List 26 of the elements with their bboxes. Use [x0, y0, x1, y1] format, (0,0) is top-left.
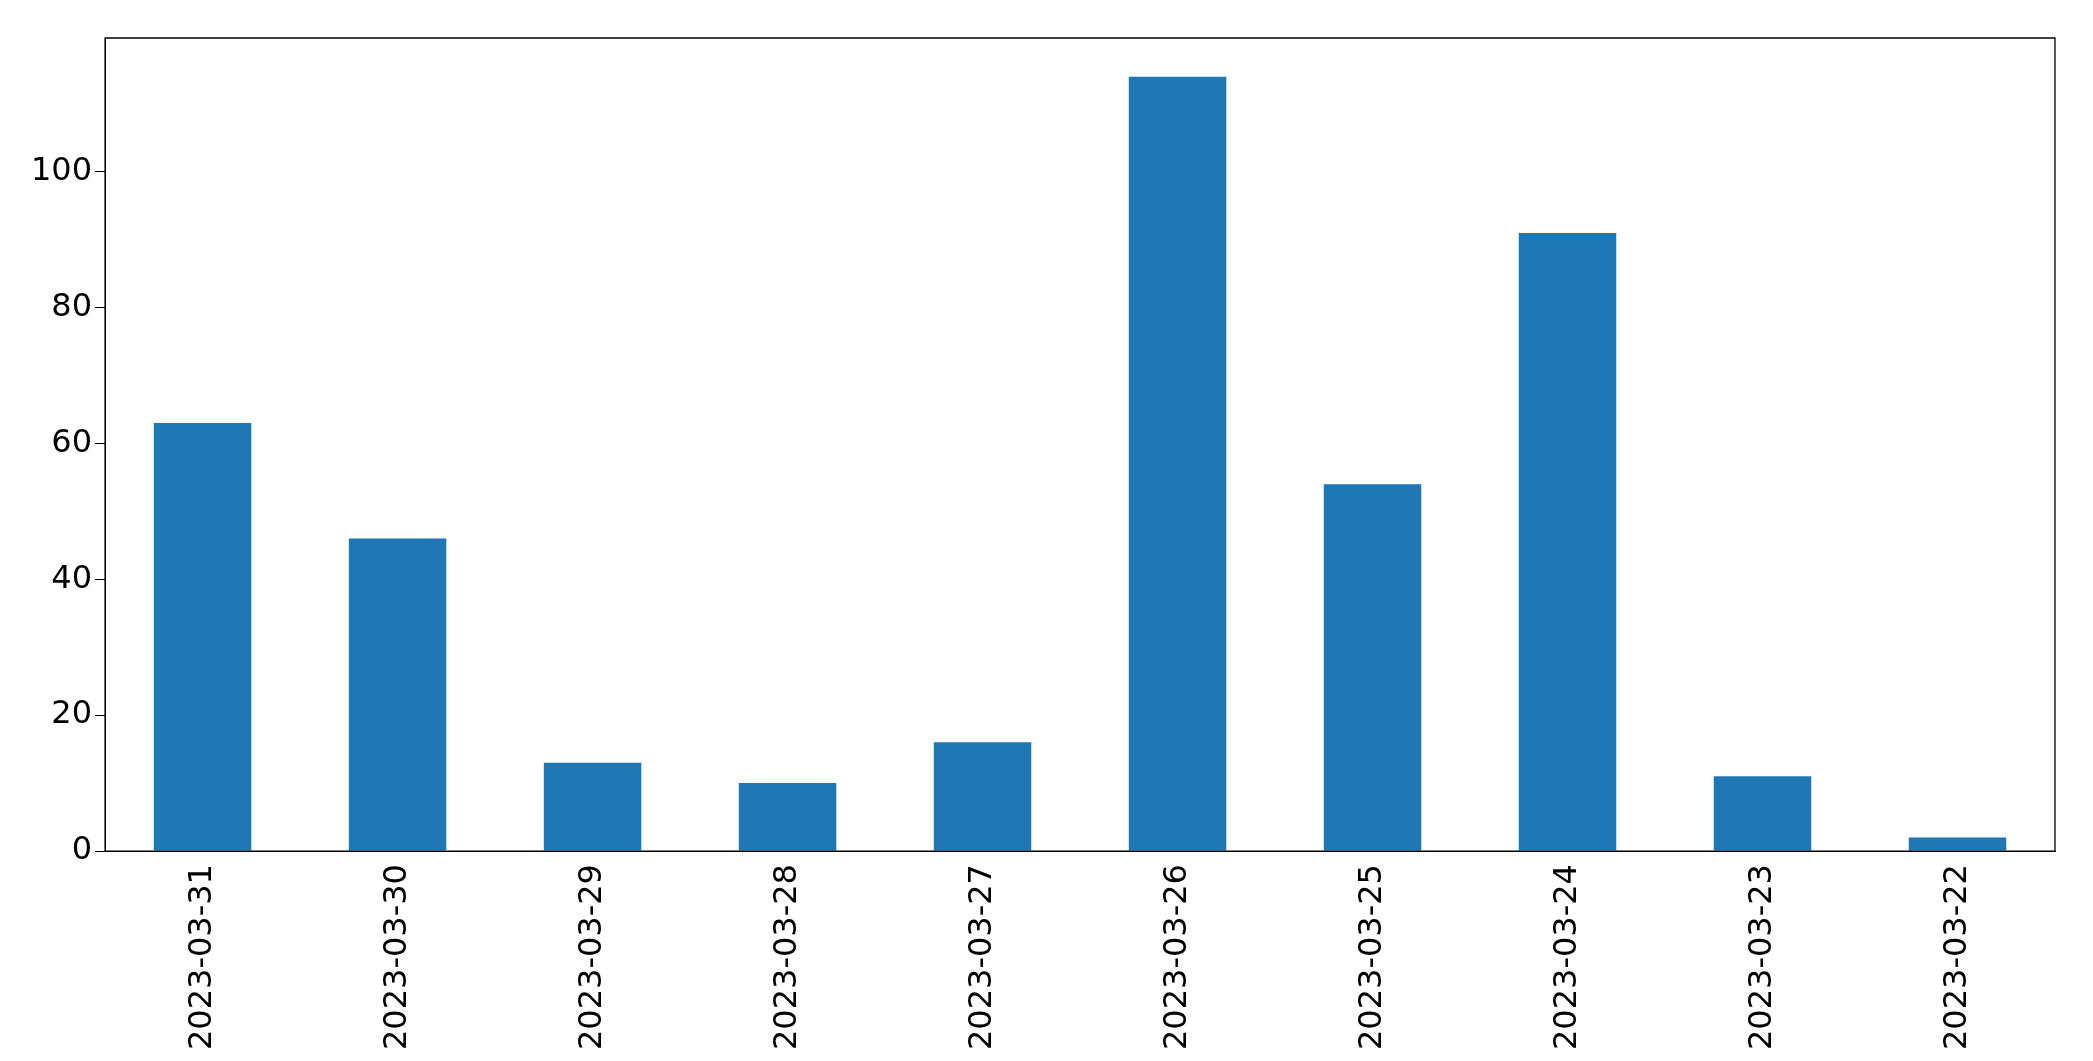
x-tick-label: 2023-03-30 [375, 864, 414, 1050]
y-tick-label: 40 [51, 557, 93, 596]
bar [348, 538, 447, 851]
y-tick-label: 0 [71, 829, 93, 868]
bar [153, 423, 252, 851]
bar [543, 762, 642, 851]
x-tick-label: 2023-03-25 [1350, 864, 1389, 1050]
x-tick-label: 2023-03-27 [960, 864, 999, 1050]
bar [1323, 484, 1422, 851]
y-tick-label: 80 [51, 285, 93, 324]
x-tick-label: 2023-03-23 [1740, 864, 1779, 1050]
x-tick-label: 2023-03-29 [570, 864, 609, 1050]
x-tick-label: 2023-03-31 [180, 864, 219, 1050]
bar [1128, 76, 1227, 851]
bar [933, 742, 1032, 851]
y-tick-label: 20 [51, 693, 93, 732]
x-tick-label: 2023-03-28 [765, 864, 804, 1050]
x-tick-label: 2023-03-22 [1935, 864, 1974, 1050]
bar [1908, 837, 2007, 851]
x-tick-label: 2023-03-24 [1545, 864, 1584, 1050]
y-tick-label: 100 [31, 150, 93, 189]
bar [1518, 232, 1617, 851]
bar [738, 783, 837, 851]
y-tick-label: 60 [51, 421, 93, 460]
x-tick-label: 2023-03-26 [1155, 864, 1194, 1050]
bar [1713, 776, 1812, 851]
